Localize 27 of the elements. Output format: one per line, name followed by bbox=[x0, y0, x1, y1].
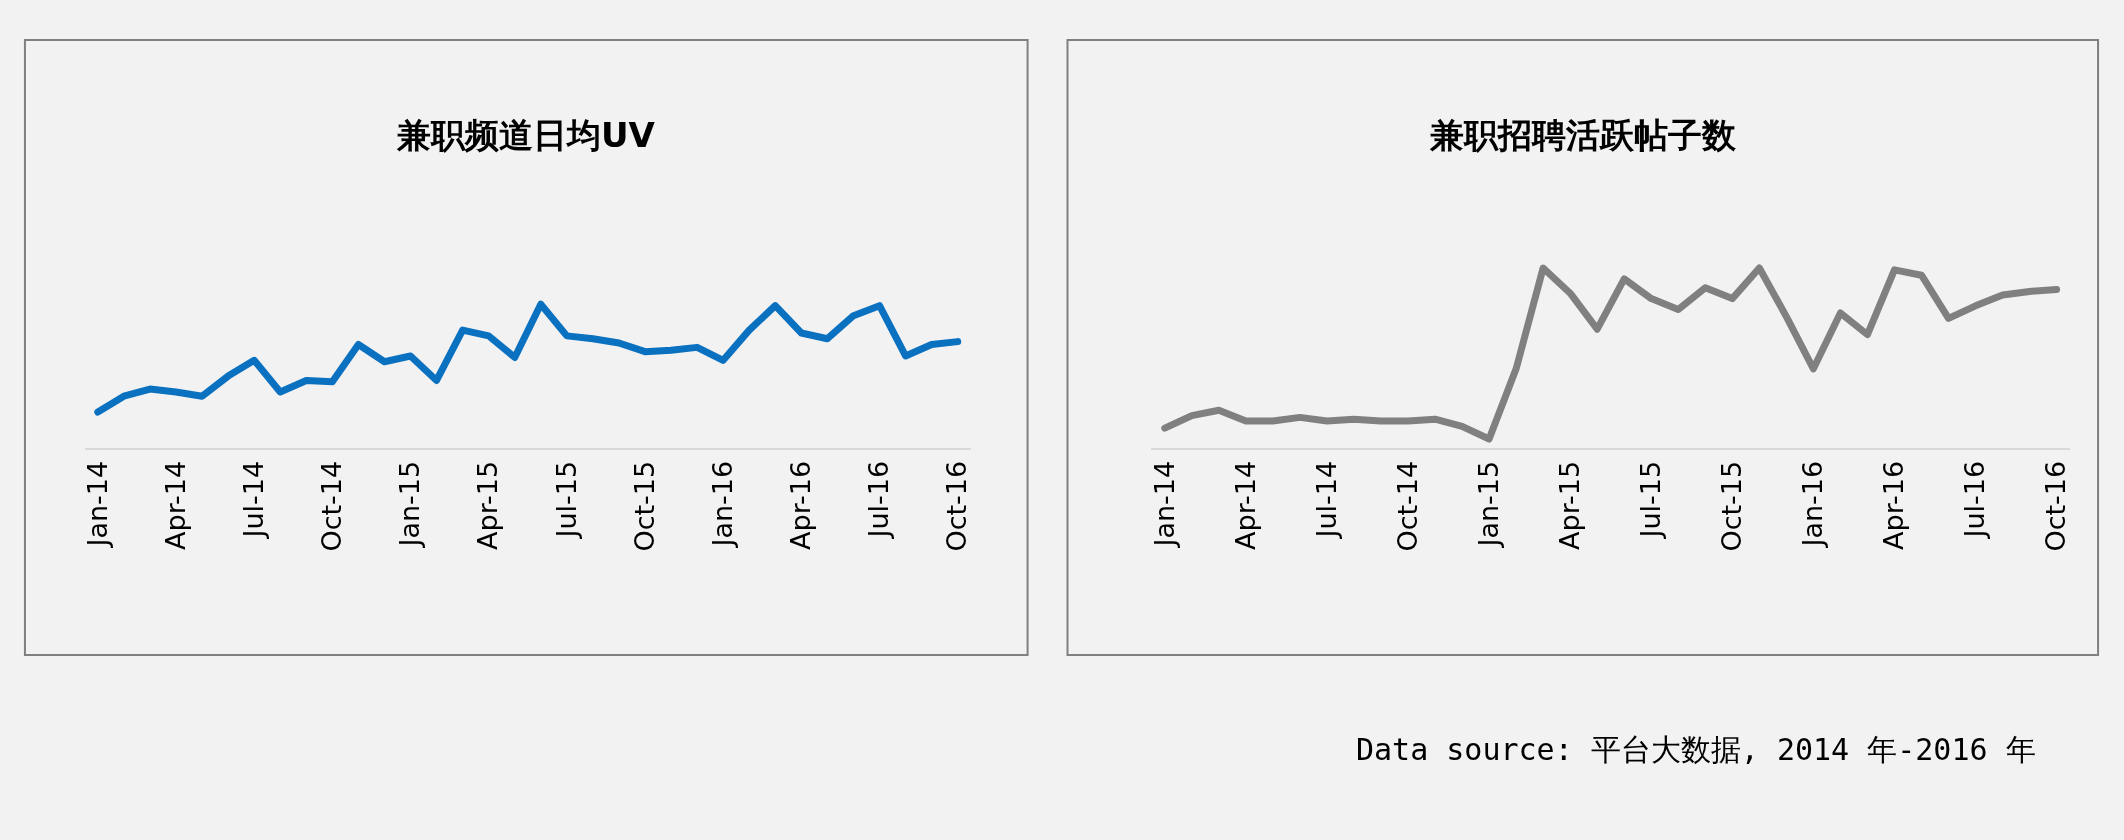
x-tick-label: Apr-16 bbox=[1878, 460, 1910, 550]
chart-title: 兼职频道日均UV bbox=[396, 115, 656, 155]
x-tick-label: Oct-16 bbox=[941, 460, 973, 552]
x-tick-label: Jan-14 bbox=[81, 460, 113, 549]
x-tick-label: Jan-15 bbox=[394, 460, 426, 549]
x-tick-label: Jan-16 bbox=[1797, 460, 1829, 549]
x-tick-label: Jul-15 bbox=[550, 460, 582, 540]
x-tick-label: Oct-14 bbox=[1391, 460, 1423, 552]
x-tick-label: Oct-15 bbox=[1716, 460, 1748, 552]
x-tick-label: Oct-15 bbox=[628, 460, 660, 552]
chart-title: 兼职招聘活跃帖子数 bbox=[1429, 115, 1737, 155]
x-tick-label: Jan-14 bbox=[1148, 460, 1180, 549]
x-tick-label: Jan-16 bbox=[706, 460, 738, 549]
x-tick-label: Jan-15 bbox=[1472, 460, 1504, 549]
x-tick-label: Apr-14 bbox=[1229, 460, 1261, 550]
x-tick-label: Apr-16 bbox=[785, 460, 817, 550]
x-tick-label: Jul-16 bbox=[863, 460, 895, 540]
x-tick-label: Apr-15 bbox=[1553, 460, 1585, 550]
x-tick-label: Jul-14 bbox=[1310, 460, 1342, 540]
x-tick-label: Jul-16 bbox=[1959, 460, 1991, 540]
x-tick-label: Jul-14 bbox=[237, 460, 269, 540]
source-note: Data source: 平台大数据, 2014 年-2016 年 bbox=[1356, 732, 2036, 767]
x-tick-label: Oct-16 bbox=[2040, 460, 2072, 552]
x-tick-label: Oct-14 bbox=[316, 460, 348, 552]
x-tick-label: Apr-14 bbox=[159, 460, 191, 550]
x-tick-label: Jul-15 bbox=[1635, 460, 1667, 540]
x-tick-label: Apr-15 bbox=[472, 460, 504, 550]
